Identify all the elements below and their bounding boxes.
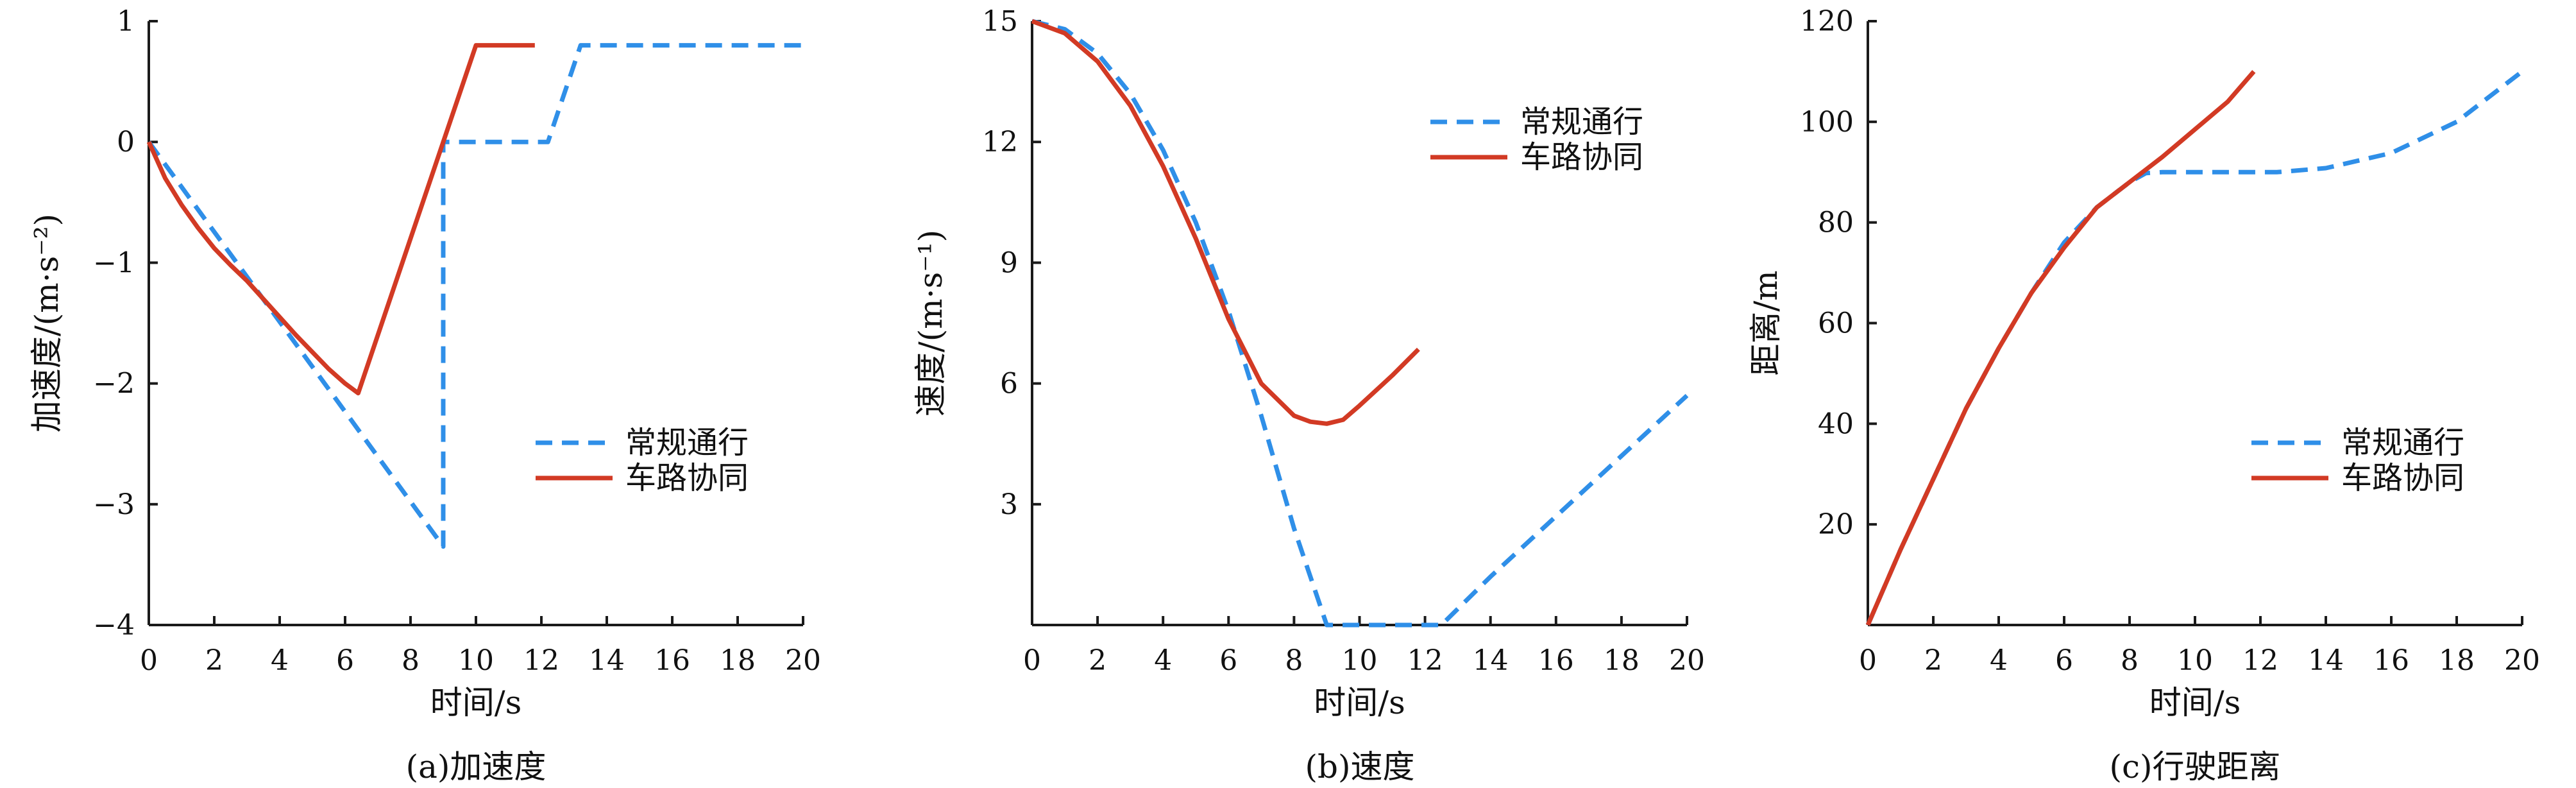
distance-x-tick-label: 20 bbox=[2504, 644, 2540, 677]
acceleration-x-tick-label: 8 bbox=[402, 644, 419, 677]
acceleration-y-tick-label: −3 bbox=[93, 488, 135, 521]
speed-x-axis-label: 时间/s bbox=[1314, 684, 1405, 721]
acceleration-series-conventional-line bbox=[147, 43, 803, 549]
speed-x-tick-label: 14 bbox=[1473, 644, 1509, 677]
speed-y-tick-label: 12 bbox=[982, 126, 1018, 158]
distance-chart: 0 2 4 6 8 10 12 14 16 18 20 20 40 60 80 100 120 时间/s 距离/m (… bbox=[1747, 5, 2540, 785]
distance-x-tick-label: 6 bbox=[2055, 644, 2073, 677]
distance-series-cooperative-line bbox=[1865, 70, 2256, 626]
speed-caption: (b)速度 bbox=[1305, 748, 1414, 785]
distance-caption: (c)行驶距离 bbox=[2109, 748, 2280, 785]
speed-x-tick-label: 16 bbox=[1538, 644, 1574, 677]
acceleration-x-tick-label: 2 bbox=[205, 644, 223, 677]
speed-y-tick-label: 3 bbox=[1000, 488, 1018, 521]
acceleration-y-tick-label: 1 bbox=[117, 5, 135, 38]
speed-x-tick-label: 0 bbox=[1023, 644, 1041, 677]
distance-x-tick-label: 0 bbox=[1859, 644, 1877, 677]
distance-x-tick-label: 12 bbox=[2242, 644, 2278, 677]
speed-x-tick-label: 18 bbox=[1604, 644, 1640, 677]
distance-y-tick-label: 60 bbox=[1818, 307, 1854, 340]
acceleration-x-tick-label: 4 bbox=[271, 644, 289, 677]
speed-x-tick-label: 8 bbox=[1285, 644, 1303, 677]
distance-x-tick-label: 18 bbox=[2439, 644, 2475, 677]
distance-y-tick-label: 20 bbox=[1818, 508, 1854, 541]
acceleration-x-tick-label: 20 bbox=[785, 644, 821, 677]
speed-x-tick-label: 6 bbox=[1219, 644, 1237, 677]
acceleration-caption: (a)加速度 bbox=[406, 748, 547, 785]
acceleration-series-cooperative-line bbox=[146, 43, 535, 396]
distance-y-tick-label: 100 bbox=[1800, 106, 1854, 139]
distance-legend-conventional-label: 常规通行 bbox=[2341, 425, 2464, 461]
acceleration-x-tick-label: 14 bbox=[589, 644, 625, 677]
speed-x-tick-label: 2 bbox=[1089, 644, 1106, 677]
acceleration-y-tick-label: −2 bbox=[93, 368, 135, 400]
distance-x-tick-label: 14 bbox=[2308, 644, 2344, 677]
acceleration-y-axis-label: 加速度/(m·s⁻²) bbox=[28, 214, 65, 433]
speed-y-tick-label: 6 bbox=[1000, 368, 1018, 400]
acceleration-x-tick-label: 16 bbox=[654, 644, 690, 677]
distance-y-tick-label: 80 bbox=[1818, 207, 1854, 239]
distance-x-tick-label: 2 bbox=[1924, 644, 1942, 677]
speed-series-conventional-line bbox=[1031, 19, 1689, 628]
acceleration-chart: 0 2 4 6 8 10 12 14 16 18 20 −4 −3 −2 −1 0 1 时间/s 加速度/(m·s⁻… bbox=[28, 5, 821, 785]
speed-y-tick-label: 15 bbox=[982, 5, 1018, 38]
speed-legend-cooperative-label: 车路协同 bbox=[1520, 139, 1643, 175]
speed-x-tick-label: 10 bbox=[1342, 644, 1378, 677]
speed-x-tick-label: 4 bbox=[1154, 644, 1172, 677]
acceleration-x-axis-label: 时间/s bbox=[430, 684, 522, 721]
speed-chart: 0 2 4 6 8 10 12 14 16 18 20 3 6 9 12 15 时间/s 速度/(m·s⁻¹) (b… bbox=[912, 5, 1705, 785]
acceleration-y-tick-label: 0 bbox=[117, 126, 135, 158]
speed-x-tick-label: 20 bbox=[1669, 644, 1705, 677]
distance-x-axis-label: 时间/s bbox=[2149, 684, 2241, 721]
acceleration-x-tick-label: 0 bbox=[140, 644, 158, 677]
speed-y-tick-label: 9 bbox=[1000, 246, 1018, 279]
acceleration-legend-cooperative-label: 车路协同 bbox=[625, 460, 749, 496]
acceleration-x-tick-label: 10 bbox=[458, 644, 494, 677]
speed-y-axis-label: 速度/(m·s⁻¹) bbox=[912, 230, 949, 416]
distance-y-axis-label: 距离/m bbox=[1747, 270, 1784, 375]
distance-x-tick-label: 4 bbox=[1990, 644, 2008, 677]
speed-series-cooperative-line bbox=[1031, 19, 1420, 426]
distance-x-tick-label: 8 bbox=[2121, 644, 2139, 677]
acceleration-x-tick-label: 12 bbox=[523, 644, 559, 677]
distance-y-tick-label: 40 bbox=[1818, 407, 1854, 440]
acceleration-x-tick-label: 18 bbox=[720, 644, 756, 677]
speed-legend-conventional-label: 常规通行 bbox=[1520, 104, 1643, 140]
distance-x-tick-label: 10 bbox=[2177, 644, 2213, 677]
distance-legend-cooperative-label: 车路协同 bbox=[2341, 460, 2464, 496]
distance-y-tick-label: 120 bbox=[1800, 5, 1854, 38]
acceleration-legend-conventional-label: 常规通行 bbox=[625, 425, 749, 461]
acceleration-x-tick-label: 6 bbox=[336, 644, 354, 677]
acceleration-y-tick-label: −4 bbox=[93, 609, 135, 642]
distance-x-tick-label: 16 bbox=[2373, 644, 2409, 677]
speed-x-tick-label: 12 bbox=[1407, 644, 1443, 677]
acceleration-y-tick-label: −1 bbox=[93, 246, 135, 279]
